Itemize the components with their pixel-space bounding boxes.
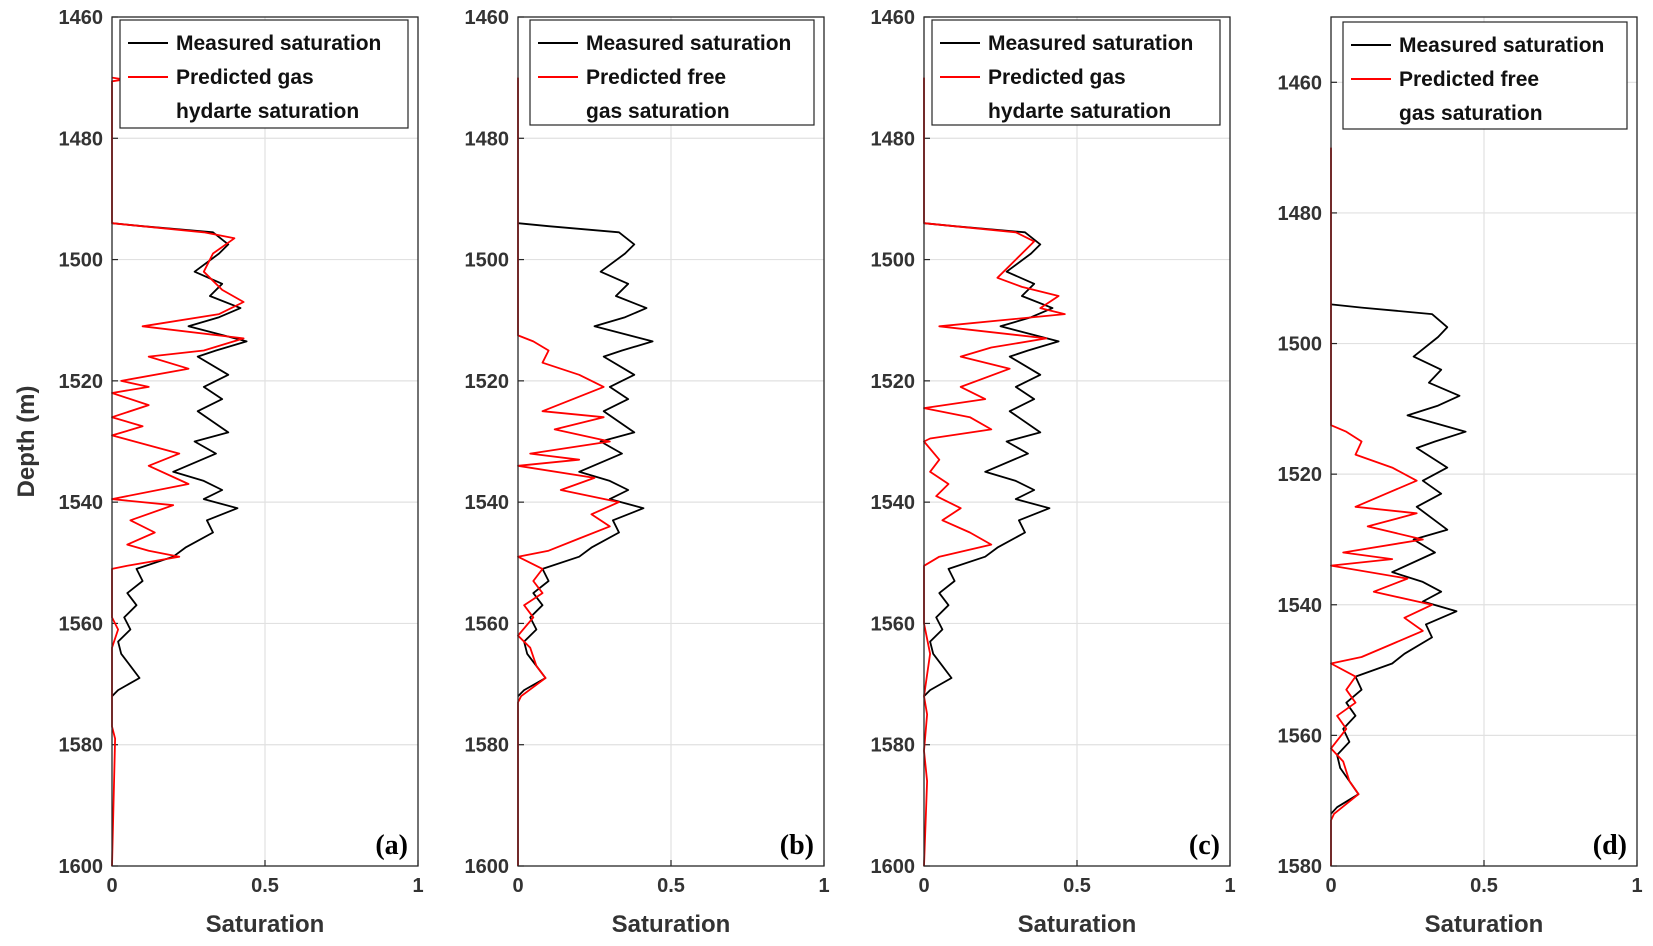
x-tick-label: 1 [412, 875, 423, 897]
legend-label: Measured saturation [586, 32, 791, 55]
chart-panel-3: 0 0.5 1 1460 1480 1500 1520 1540 1560 1580 1600 Sat… [871, 7, 1236, 938]
y-tick-label: 1560 [59, 613, 104, 635]
axes-box [517, 16, 825, 867]
x-tick-label: 1 [818, 875, 829, 897]
axes-box [111, 16, 419, 867]
legend-label: gas saturation [586, 100, 730, 123]
y-tick-label: 1540 [871, 492, 916, 514]
legend: Measured saturation Predicted free gas sat… [529, 19, 815, 126]
chart-panel-4: 0 0.5 1 1460 1480 1500 1520 1540 1560 1580 Saturat… [1278, 16, 1643, 938]
legend-label: Predicted free [586, 66, 726, 89]
x-axis-label: Saturation [206, 911, 325, 938]
y-tick-label: 1460 [1278, 72, 1323, 94]
y-tick-label: 1560 [465, 613, 510, 635]
y-tick-label: 1520 [871, 371, 916, 393]
y-tick-label: 1540 [1278, 595, 1323, 617]
panel-label: (c) [1189, 830, 1220, 861]
y-tick-label: 1500 [1278, 334, 1323, 356]
legend-box [529, 19, 815, 126]
chart-panel-1: 0 0.5 1 1460 1480 1500 1520 1540 1560 1580 1600 Sat… [13, 7, 424, 938]
predicted-saturation-line [1330, 147, 1433, 866]
y-tick-label: 1600 [465, 856, 510, 878]
legend-box [119, 19, 409, 129]
y-tick-label: 1580 [1278, 856, 1323, 878]
y-tick-label: 1460 [59, 7, 104, 29]
x-tick-label: 1 [1631, 875, 1642, 897]
legend: Measured saturation Predicted free gas sat… [1342, 21, 1628, 130]
y-tick-label: 1520 [59, 371, 104, 393]
y-tick-label: 1580 [871, 735, 916, 757]
y-tick-label: 1520 [465, 371, 510, 393]
legend-label: Predicted free [1399, 68, 1539, 91]
measured-saturation-line [111, 222, 248, 697]
axes-box [923, 16, 1231, 867]
x-tick-label: 0.5 [1063, 875, 1091, 897]
legend-box [1342, 21, 1628, 130]
y-tick-label: 1480 [871, 128, 916, 150]
legend-label: Predicted gas [176, 66, 314, 89]
y-tick-label: 1500 [871, 250, 916, 272]
y-axis-label: Depth (m) [13, 386, 40, 498]
legend-label: Measured saturation [988, 32, 1193, 55]
panel-label: (b) [780, 830, 814, 861]
predicted-saturation-line [517, 77, 620, 866]
x-tick-label: 0.5 [251, 875, 279, 897]
x-tick-label: 0 [1325, 875, 1336, 897]
panel-label: (a) [375, 830, 408, 861]
y-tick-label: 1500 [465, 250, 510, 272]
y-tick-label: 1540 [59, 492, 104, 514]
legend-label: Measured saturation [1399, 34, 1604, 57]
x-tick-label: 0.5 [1470, 875, 1498, 897]
legend: Measured saturation Predicted gas hydarte … [119, 19, 409, 129]
y-tick-label: 1580 [59, 735, 104, 757]
x-axis-label: Saturation [612, 911, 731, 938]
y-tick-label: 1520 [1278, 464, 1323, 486]
y-tick-label: 1560 [1278, 725, 1323, 747]
x-tick-label: 0 [512, 875, 523, 897]
chart-panel-2: 0 0.5 1 1460 1480 1500 1520 1540 1560 1580 1600 Sat… [465, 7, 830, 938]
y-tick-label: 1480 [465, 128, 510, 150]
x-axis-label: Saturation [1018, 911, 1137, 938]
y-tick-label: 1540 [465, 492, 510, 514]
y-tick-label: 1580 [465, 735, 510, 757]
legend-label: gas saturation [1399, 102, 1543, 125]
legend-box [931, 19, 1221, 126]
legend: Measured saturation Predicted gas hydarte … [931, 19, 1221, 126]
x-tick-label: 0.5 [657, 875, 685, 897]
y-tick-label: 1600 [59, 856, 104, 878]
legend-label: hydarte saturation [176, 100, 359, 123]
y-tick-label: 1500 [59, 250, 104, 272]
y-tick-label: 1480 [1278, 203, 1323, 225]
x-tick-label: 0 [106, 875, 117, 897]
y-tick-label: 1600 [871, 856, 916, 878]
y-tick-label: 1560 [871, 613, 916, 635]
legend-label: Predicted gas [988, 66, 1126, 89]
x-tick-label: 0 [918, 875, 929, 897]
legend-label: Measured saturation [176, 32, 381, 55]
axes-box [1330, 16, 1638, 867]
measured-saturation-line [923, 222, 1060, 697]
y-tick-label: 1460 [871, 7, 916, 29]
y-tick-label: 1480 [59, 128, 104, 150]
legend-label: hydarte saturation [988, 100, 1171, 123]
panel-label: (d) [1593, 830, 1627, 861]
y-tick-label: 1460 [465, 7, 510, 29]
x-axis-label: Saturation [1425, 911, 1544, 938]
x-tick-label: 1 [1224, 875, 1235, 897]
predicted-saturation-line [111, 76, 245, 867]
